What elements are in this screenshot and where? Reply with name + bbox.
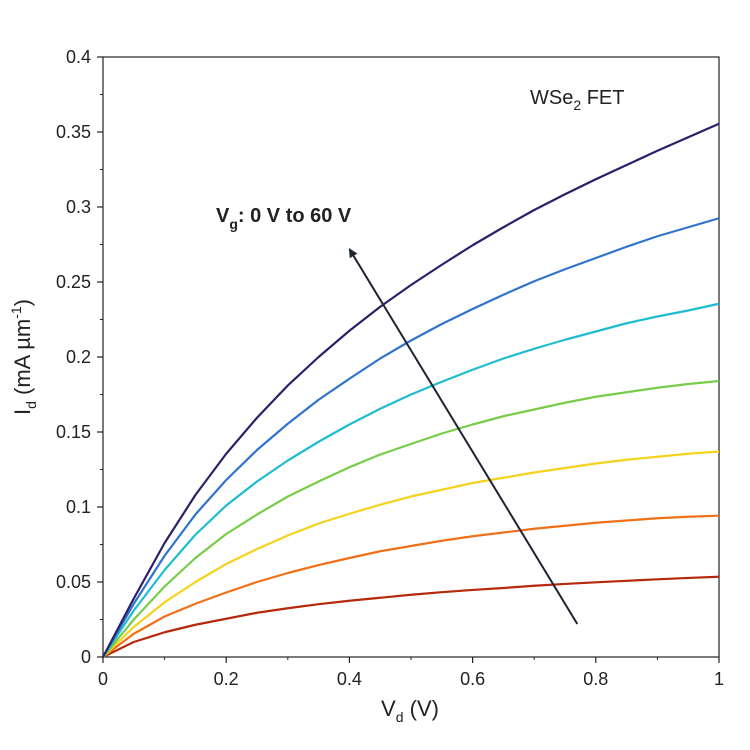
series-line-7: [102, 122, 720, 658]
y-axis-title: Id (mA µm-1): [8, 299, 39, 415]
y-tick-label: 0.4: [66, 47, 91, 67]
x-tick-label: 0.8: [583, 669, 608, 689]
series-line-5: [102, 302, 720, 658]
y-tick-label: 0.2: [66, 347, 91, 367]
sweep-arrow: [348, 248, 579, 625]
gate-sweep-label: Vg: 0 V to 60 V: [216, 205, 352, 232]
x-axis-title: Vd (V): [381, 696, 439, 725]
x-tick-label: 0: [98, 669, 108, 689]
series-line-3: [102, 450, 720, 658]
y-tick-label: 0.35: [56, 122, 91, 142]
y-tick-label: 0.25: [56, 272, 91, 292]
device-label: WSe2 FET: [530, 87, 624, 113]
series-line-2: [102, 514, 720, 658]
y-tick-label: 0.3: [66, 197, 91, 217]
y-tick-label: 0.1: [66, 497, 91, 517]
series-line-1: [102, 575, 720, 658]
y-tick-label: 0.05: [56, 572, 91, 592]
series-line-4: [102, 379, 720, 658]
x-tick-label: 0.2: [214, 669, 239, 689]
tick-labels: 0 0.05 0.1 0.15 0.2 0.25 0.3 0.35 0.4 0 0.2 0.4 0.6 0…: [56, 47, 724, 689]
plot-area: [102, 56, 720, 658]
series-group: [102, 122, 720, 658]
series-line-6: [102, 217, 720, 658]
x-tick-label: 1: [714, 669, 724, 689]
y-tick-label: 0: [81, 647, 91, 667]
x-tick-label: 0.6: [460, 669, 485, 689]
y-tick-label: 0.15: [56, 422, 91, 442]
axis-ticks: [97, 56, 720, 663]
plot-frame: [102, 56, 720, 658]
x-tick-label: 0.4: [337, 669, 362, 689]
